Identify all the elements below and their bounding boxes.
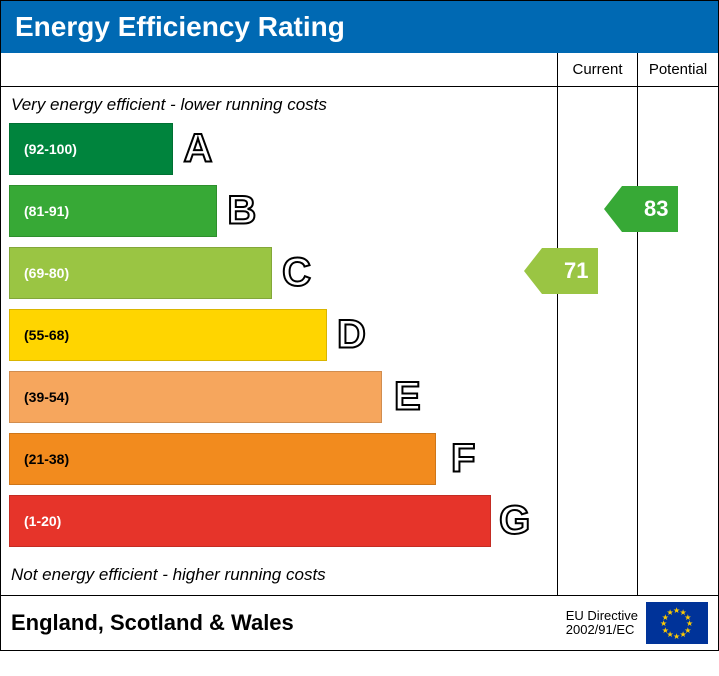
directive-line2: 2002/91/EC — [566, 623, 638, 637]
band-range-C: (69-80) — [24, 265, 69, 281]
eu-star-icon: ★ — [680, 630, 687, 639]
band-letter-E: E — [394, 375, 421, 420]
band-row-C: (69-80) C — [9, 247, 557, 299]
band-range-D: (55-68) — [24, 327, 69, 343]
band-bar-A: (92-100)A — [9, 123, 173, 175]
band-bar-G: (1-20)G — [9, 495, 491, 547]
band-row-F: (21-38) F — [9, 433, 557, 485]
band-bar-F: (21-38)F — [9, 433, 436, 485]
band-bar-D: (55-68)D — [9, 309, 327, 361]
rating-pointer-potential: 83 — [622, 186, 678, 232]
band-letter-A: A — [184, 127, 213, 172]
band-range-E: (39-54) — [24, 389, 69, 405]
band-row-G: (1-20) G — [9, 495, 557, 547]
band-letter-D: D — [337, 313, 366, 358]
potential-column: 83 — [638, 87, 718, 595]
rating-pointer-current-arrow-icon — [524, 248, 542, 294]
band-bar-B: (81-91)B — [9, 185, 217, 237]
band-letter-C: C — [282, 251, 311, 296]
bands-column: Very energy efficient - lower running co… — [1, 87, 558, 595]
epc-container: Energy Efficiency Rating Current Potenti… — [0, 0, 719, 651]
band-letter-F: F — [451, 437, 475, 482]
title-text: Energy Efficiency Rating — [15, 11, 345, 42]
band-range-G: (1-20) — [24, 513, 61, 529]
eu-star-icon: ★ — [667, 608, 674, 617]
band-bar-E: (39-54)E — [9, 371, 382, 423]
bands-list: (92-100) A (81-91) B (69-80) C (55-68) D (39-54)… — [9, 123, 557, 547]
current-column: 71 — [558, 87, 638, 595]
band-row-D: (55-68) D — [9, 309, 557, 361]
band-letter-G: G — [499, 499, 530, 544]
eu-stars: ★★★★★★★★★★★★ — [660, 606, 694, 640]
band-range-A: (92-100) — [24, 141, 77, 157]
band-row-E: (39-54) E — [9, 371, 557, 423]
eu-flag-icon: ★★★★★★★★★★★★ — [646, 602, 708, 644]
bottom-caption: Not energy efficient - higher running co… — [9, 557, 557, 589]
rating-pointer-current: 71 — [542, 248, 598, 294]
band-bar-C: (69-80)C — [9, 247, 272, 299]
footer: England, Scotland & Wales EU Directive 2… — [1, 595, 718, 650]
column-header-row: Current Potential — [1, 53, 718, 87]
footer-region: England, Scotland & Wales — [11, 610, 566, 636]
band-letter-B: B — [227, 189, 256, 234]
chart-area: Very energy efficient - lower running co… — [1, 87, 718, 595]
header-spacer — [1, 53, 558, 86]
col-head-potential: Potential — [638, 53, 718, 86]
directive-line1: EU Directive — [566, 609, 638, 623]
band-range-F: (21-38) — [24, 451, 69, 467]
band-row-A: (92-100) A — [9, 123, 557, 175]
footer-directive: EU Directive 2002/91/EC — [566, 609, 646, 638]
eu-star-icon: ★ — [673, 632, 680, 641]
top-caption: Very energy efficient - lower running co… — [9, 93, 557, 123]
rating-pointer-potential-arrow-icon — [604, 186, 622, 232]
col-head-current: Current — [558, 53, 638, 86]
band-row-B: (81-91) B — [9, 185, 557, 237]
band-range-B: (81-91) — [24, 203, 69, 219]
title-bar: Energy Efficiency Rating — [1, 1, 718, 53]
